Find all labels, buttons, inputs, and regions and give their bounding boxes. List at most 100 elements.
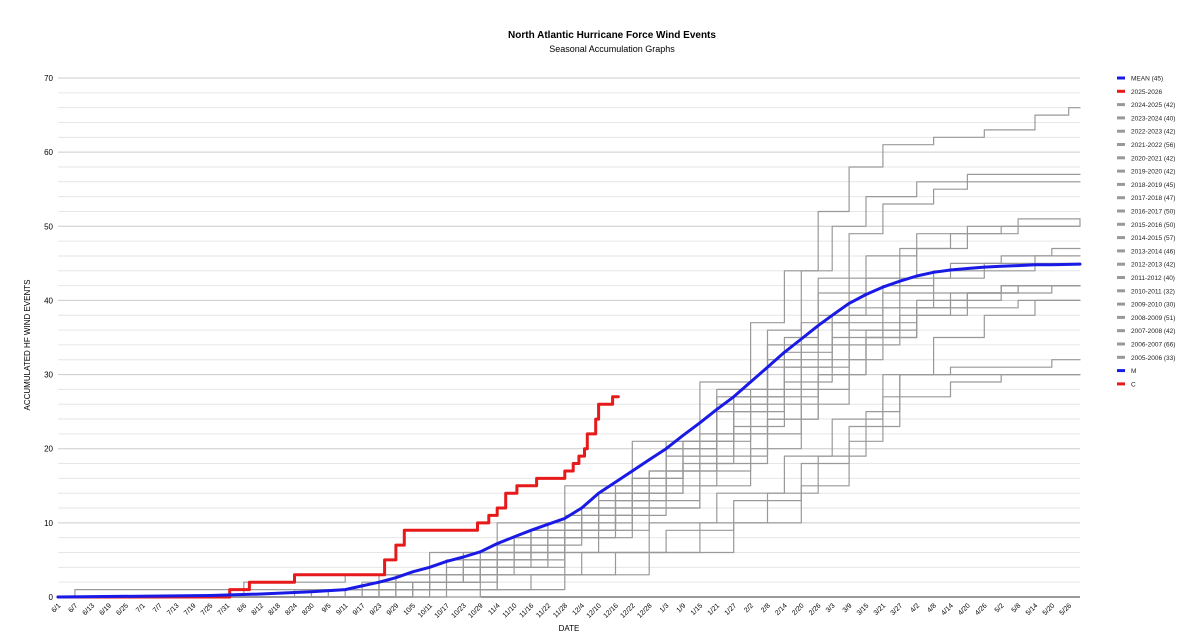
y-tick-label: 30 (44, 371, 53, 380)
x-axis-label: DATE (559, 624, 580, 633)
x-tick-label: 2/2 (743, 602, 755, 614)
x-tick-label: 10/23 (450, 602, 467, 619)
x-tick-label: 12/16 (603, 602, 620, 619)
legend-label: 2023-2024 (40) (1131, 115, 1175, 122)
series-line (57, 107, 1081, 598)
y-tick-label: 20 (44, 445, 53, 454)
legend-label: 2020-2021 (42) (1131, 155, 1175, 162)
y-tick-label: 70 (44, 74, 53, 83)
x-tick-label: 11/22 (535, 602, 552, 619)
x-tick-label: 8/6 (236, 602, 248, 614)
y-tick-label: 40 (44, 296, 53, 305)
x-tick-label: 4/8 (926, 602, 938, 614)
x-tick-label: 7/13 (166, 602, 181, 617)
x-tick-label: 7/7 (152, 602, 164, 614)
y-tick-label: 10 (44, 519, 53, 528)
legend-layer: MEAN (45) 2025-2026 2024-2025 (42) 2023-202… (1117, 76, 1175, 388)
legend-label: 2007-2008 (42) (1131, 328, 1175, 335)
x-tick-label: 3/3 (825, 602, 837, 614)
x-tick-label: 6/25 (115, 602, 130, 617)
x-tick-label: 5/2 (994, 602, 1006, 614)
x-tick-label: 9/5 (321, 602, 333, 614)
x-tick-label: 10/11 (417, 602, 434, 619)
x-tick-label: 4/2 (909, 602, 921, 614)
series-line (57, 285, 1081, 598)
x-tick-label: 5/14 (1025, 602, 1040, 617)
x-tick-label: 1/21 (707, 602, 722, 617)
x-tick-label: 3/9 (842, 602, 854, 614)
x-tick-label: 8/12 (251, 602, 266, 617)
legend-label: 2012-2013 (42) (1131, 262, 1175, 269)
legend-label: 2008-2009 (51) (1131, 315, 1175, 322)
y-tick-label: 0 (49, 593, 54, 602)
legend-label: 2014-2015 (57) (1131, 235, 1175, 242)
x-tick-label: 12/10 (586, 602, 603, 619)
legend-label: 2006-2007 (66) (1131, 342, 1175, 349)
series-line (57, 374, 1081, 598)
series-line (57, 262, 1081, 598)
x-tick-label: 9/23 (369, 602, 384, 617)
x-tick-label: 5/8 (1011, 602, 1023, 614)
series-line (57, 218, 1081, 598)
x-tick-label: 2/8 (760, 602, 772, 614)
legend-label: 2022-2023 (42) (1131, 129, 1175, 136)
x-tick-label: 1/15 (690, 602, 705, 617)
x-tick-label: 10/5 (403, 602, 418, 617)
series-line (57, 225, 1081, 598)
x-tick-label: 3/27 (890, 602, 905, 617)
x-tick-label: 9/17 (352, 602, 367, 617)
x-tick-label: 1/3 (659, 602, 671, 614)
legend-label: 2013-2014 (46) (1131, 248, 1175, 255)
legend-label: C (1131, 381, 1136, 388)
x-tick-label: 4/26 (974, 602, 989, 617)
x-tick-label: 7/31 (217, 602, 232, 617)
series-line (57, 285, 1081, 598)
x-tick-label: 11/28 (552, 602, 569, 619)
legend-label: 2015-2016 (50) (1131, 222, 1175, 229)
y-axis-label: ACCUMULATED HF WIND EVENTS (23, 280, 32, 411)
x-tick-label: 6/13 (82, 602, 97, 617)
legend-label: 2025-2026 (1131, 89, 1162, 96)
legend-label: 2024-2025 (42) (1131, 102, 1175, 109)
x-tick-label: 7/1 (135, 602, 147, 614)
series-line (57, 173, 1081, 598)
legend-label: 2018-2019 (45) (1131, 182, 1175, 189)
x-tick-label: 1/9 (676, 602, 688, 614)
legend-label: 2021-2022 (56) (1131, 142, 1175, 149)
x-tick-label: 1/27 (724, 602, 739, 617)
series-layer (56, 107, 1082, 599)
series-line (57, 285, 1081, 598)
x-tick-label: 11/10 (502, 602, 519, 619)
chart-subtitle: Seasonal Accumulation Graphs (549, 44, 675, 54)
legend-label: 2009-2010 (30) (1131, 302, 1175, 309)
grid-layer (58, 77, 1080, 598)
series-line (57, 255, 1081, 598)
x-tick-label: 7/19 (183, 602, 198, 617)
series-line (57, 285, 1081, 598)
legend-label: M (1131, 368, 1136, 375)
x-tick-label: 8/18 (267, 602, 282, 617)
x-tick-label: 6/7 (67, 602, 79, 614)
x-tick-label: 6/19 (99, 602, 114, 617)
legend-label: 2016-2017 (50) (1131, 209, 1175, 216)
y-tick-label: 60 (44, 148, 53, 157)
series-line (57, 359, 1081, 598)
x-tick-label: 8/30 (301, 602, 316, 617)
series-line (56, 262, 1082, 599)
legend-label: 2017-2018 (47) (1131, 195, 1175, 202)
x-tick-label: 3/21 (873, 602, 888, 617)
x-tick-label: 10/17 (434, 602, 451, 619)
x-tick-label: 3/15 (856, 602, 871, 617)
x-tick-label: 12/4 (571, 602, 586, 617)
x-tick-label: 2/26 (808, 602, 823, 617)
legend-label: 2005-2006 (33) (1131, 355, 1175, 362)
x-tick-label: 7/25 (200, 602, 215, 617)
legend-label: MEAN (45) (1131, 76, 1163, 83)
x-tick-label: 4/14 (940, 602, 955, 617)
y-tick-label: 50 (44, 222, 53, 231)
x-tick-label: 12/22 (619, 602, 636, 619)
series-line (56, 395, 620, 599)
x-tick-label: 4/20 (957, 602, 972, 617)
